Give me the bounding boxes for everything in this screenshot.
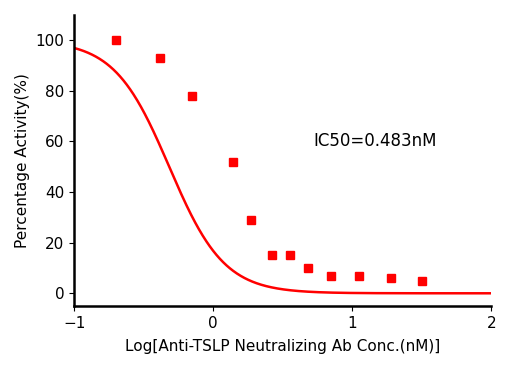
X-axis label: Log[Anti-TSLP Neutralizing Ab Conc.(nM)]: Log[Anti-TSLP Neutralizing Ab Conc.(nM)]: [125, 339, 440, 354]
Y-axis label: Percentage Activity(%): Percentage Activity(%): [15, 73, 30, 248]
Text: IC50=0.483nM: IC50=0.483nM: [313, 132, 437, 151]
